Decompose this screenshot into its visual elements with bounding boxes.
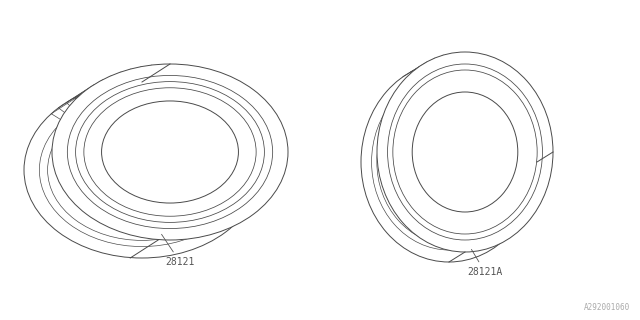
Ellipse shape	[377, 52, 553, 252]
Ellipse shape	[52, 64, 288, 240]
Ellipse shape	[412, 92, 518, 212]
Ellipse shape	[102, 101, 239, 203]
Text: A292001060: A292001060	[584, 303, 630, 312]
Text: 28121: 28121	[161, 234, 195, 267]
Text: 28121A: 28121A	[467, 249, 502, 277]
